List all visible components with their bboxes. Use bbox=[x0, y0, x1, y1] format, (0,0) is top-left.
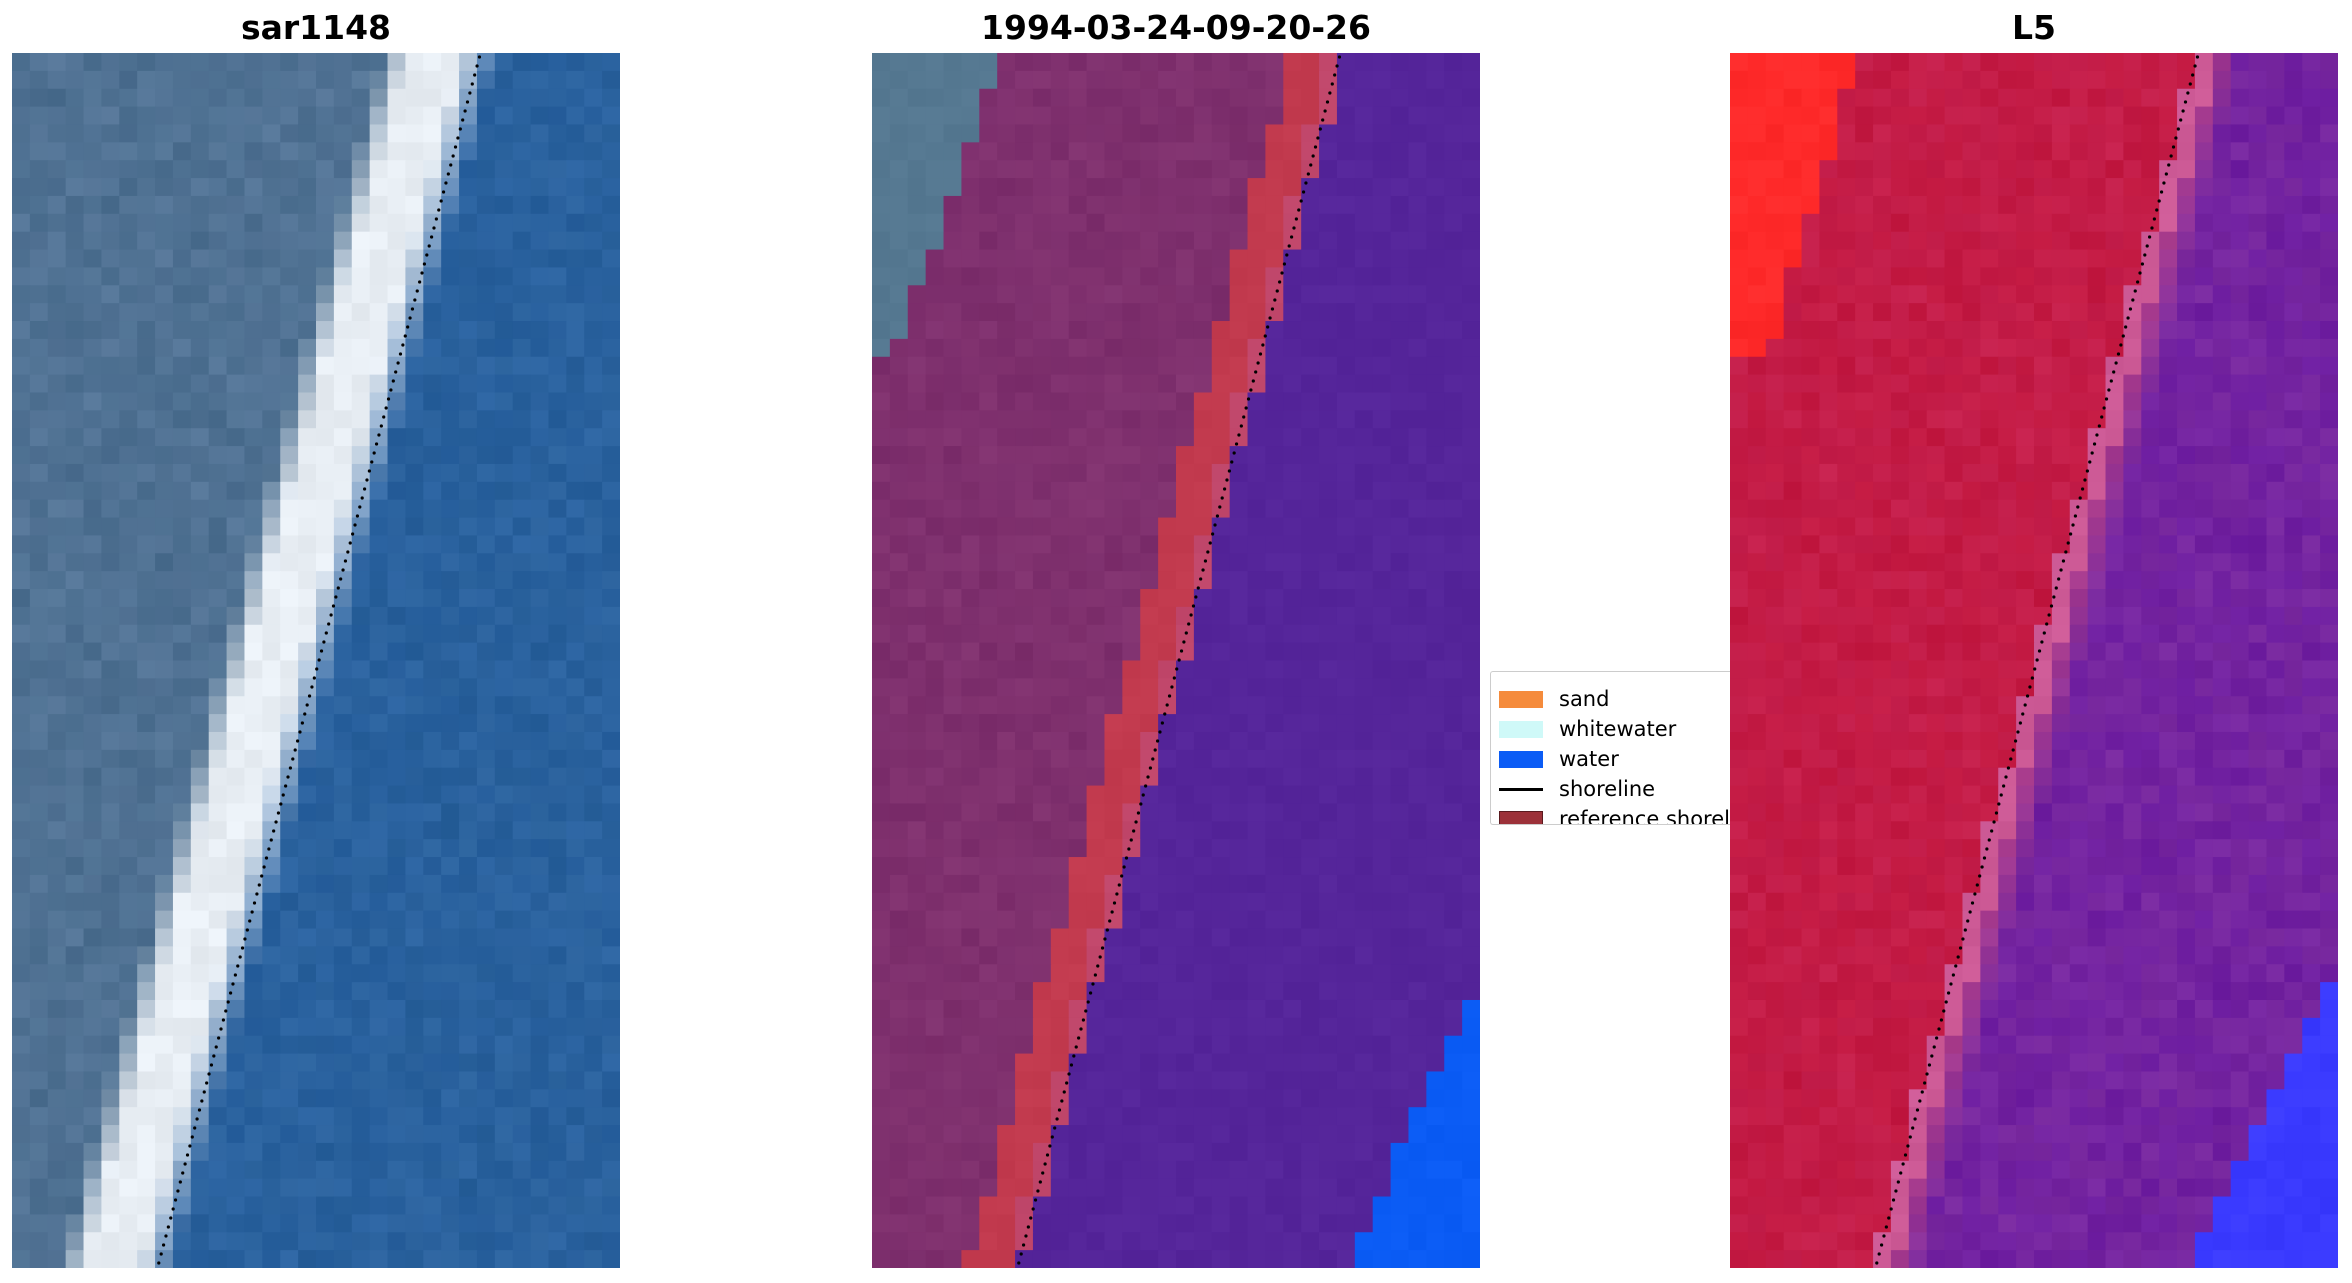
legend-item-water: water bbox=[1499, 746, 1619, 772]
index-image-panel: L5 bbox=[1730, 0, 2338, 1283]
legend-label-reference-shoreline: reference shoreline bbox=[1559, 807, 1730, 825]
legend-swatch-whitewater bbox=[1499, 720, 1543, 738]
index-pixels bbox=[1730, 53, 2338, 1268]
legend-item-whitewater: whitewater bbox=[1499, 716, 1676, 742]
panel-title-index: L5 bbox=[2012, 8, 2056, 47]
legend-label-sand: sand bbox=[1559, 687, 1610, 711]
classified-shoreline bbox=[1017, 55, 1342, 1265]
rgb-pixels bbox=[12, 53, 620, 1268]
legend-label-water: water bbox=[1559, 747, 1619, 771]
legend-swatch-water bbox=[1499, 750, 1543, 768]
class-legend: sand whitewater water shoreline referenc… bbox=[1490, 671, 1730, 825]
rgb-image-panel: sar1148 bbox=[12, 0, 620, 1283]
legend-line-shoreline bbox=[1499, 781, 1543, 798]
legend-item-shoreline: shoreline bbox=[1499, 776, 1655, 802]
classified-pixels bbox=[872, 53, 1480, 1268]
legend-label-shoreline: shoreline bbox=[1559, 777, 1656, 801]
classified-image bbox=[872, 53, 1480, 1268]
panel-title-rgb: sar1148 bbox=[240, 8, 392, 47]
legend-swatch-sand bbox=[1499, 690, 1543, 708]
legend-swatch-reference-shoreline bbox=[1499, 810, 1543, 824]
index-shoreline bbox=[1875, 55, 2200, 1265]
rgb-shoreline bbox=[157, 55, 482, 1265]
legend-item-reference-shoreline: reference shoreline bbox=[1499, 806, 1730, 825]
panel-title-classified: 1994-03-24-09-20-26 bbox=[981, 8, 1371, 47]
legend-label-whitewater: whitewater bbox=[1559, 717, 1677, 741]
legend-item-sand: sand bbox=[1499, 686, 1609, 712]
rgb-satellite-image bbox=[12, 53, 620, 1268]
index-image bbox=[1730, 53, 2338, 1268]
classified-image-panel: 1994-03-24-09-20-26 bbox=[872, 0, 1480, 1283]
